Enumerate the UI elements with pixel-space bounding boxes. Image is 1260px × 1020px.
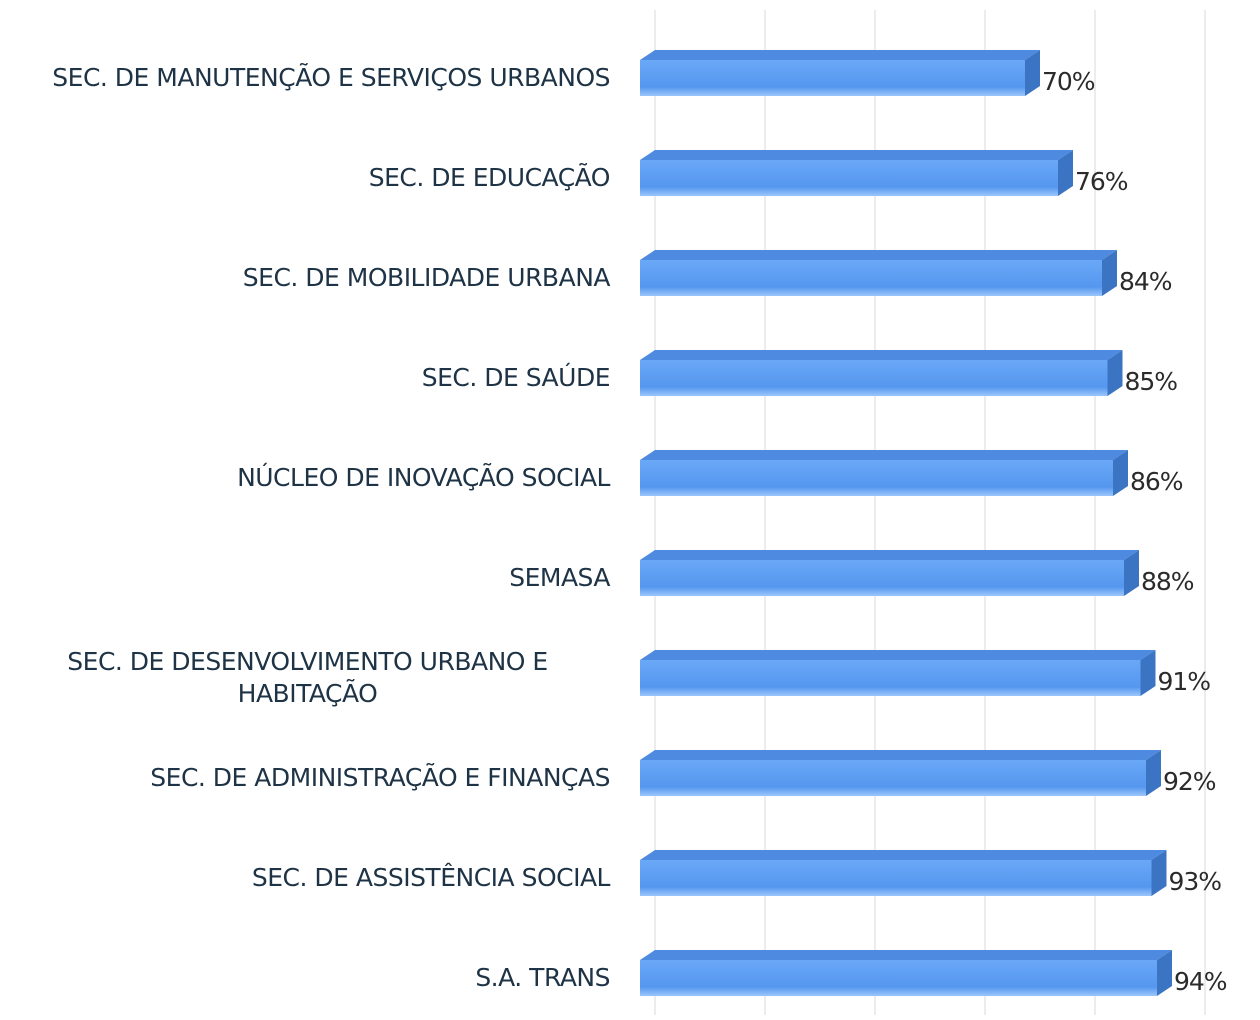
bar-side xyxy=(1113,450,1128,496)
bar-top xyxy=(640,950,1172,960)
category-label: S.A. TRANS xyxy=(475,963,610,992)
value-label: 70% xyxy=(1042,67,1095,96)
bar xyxy=(640,760,1146,796)
category-label: SEC. DE SAÚDE xyxy=(421,363,611,392)
category-label: SEMASA xyxy=(509,563,610,592)
value-label: 92% xyxy=(1163,767,1216,796)
bar-side xyxy=(1107,350,1123,396)
bar-side xyxy=(1025,50,1040,96)
bar-side xyxy=(1146,750,1161,796)
value-label: 85% xyxy=(1125,367,1178,396)
bar xyxy=(640,860,1152,896)
bar xyxy=(640,260,1102,296)
value-label: 84% xyxy=(1119,267,1172,296)
bar xyxy=(640,460,1113,496)
category-label: NÚCLEO DE INOVAÇÃO SOCIAL xyxy=(237,463,610,492)
bar xyxy=(640,560,1124,596)
bar xyxy=(640,360,1108,396)
bar xyxy=(640,960,1157,996)
category-label: SEC. DE ASSISTÊNCIA SOCIAL xyxy=(251,863,611,892)
value-label: 91% xyxy=(1158,667,1211,696)
category-label: SEC. DE MANUTENÇÃO E SERVIÇOS URBANOS xyxy=(52,63,610,92)
bar-top xyxy=(640,850,1167,860)
category-label: SEC. DE EDUCAÇÃO xyxy=(368,163,611,192)
bar-side xyxy=(1151,850,1167,896)
bar-top xyxy=(640,150,1073,160)
category-label: SEC. DE MOBILIDADE URBANA xyxy=(242,263,611,292)
bar xyxy=(640,60,1025,96)
bar-side xyxy=(1102,250,1117,296)
category-label: SEC. DE DESENVOLVIMENTO URBANO E HABITAÇ… xyxy=(67,647,548,708)
value-label: 88% xyxy=(1141,567,1194,596)
bar-top xyxy=(640,250,1117,260)
bar-top xyxy=(640,350,1123,360)
bar-top xyxy=(640,450,1128,460)
bar-side xyxy=(1124,550,1139,596)
value-label: 93% xyxy=(1169,867,1222,896)
value-label: 94% xyxy=(1174,967,1227,996)
bar xyxy=(640,660,1141,696)
value-label: 86% xyxy=(1130,467,1183,496)
value-label: 76% xyxy=(1075,167,1128,196)
bar-side xyxy=(1157,950,1172,996)
bar-side xyxy=(1058,150,1073,196)
category-label: SEC. DE ADMINISTRAÇÃO E FINANÇAS xyxy=(150,763,610,792)
bar-top xyxy=(640,550,1139,560)
bar-top xyxy=(640,50,1040,60)
bar xyxy=(640,160,1058,196)
bar-side xyxy=(1140,650,1156,696)
bar-top xyxy=(640,650,1156,660)
bar-top xyxy=(640,750,1161,760)
